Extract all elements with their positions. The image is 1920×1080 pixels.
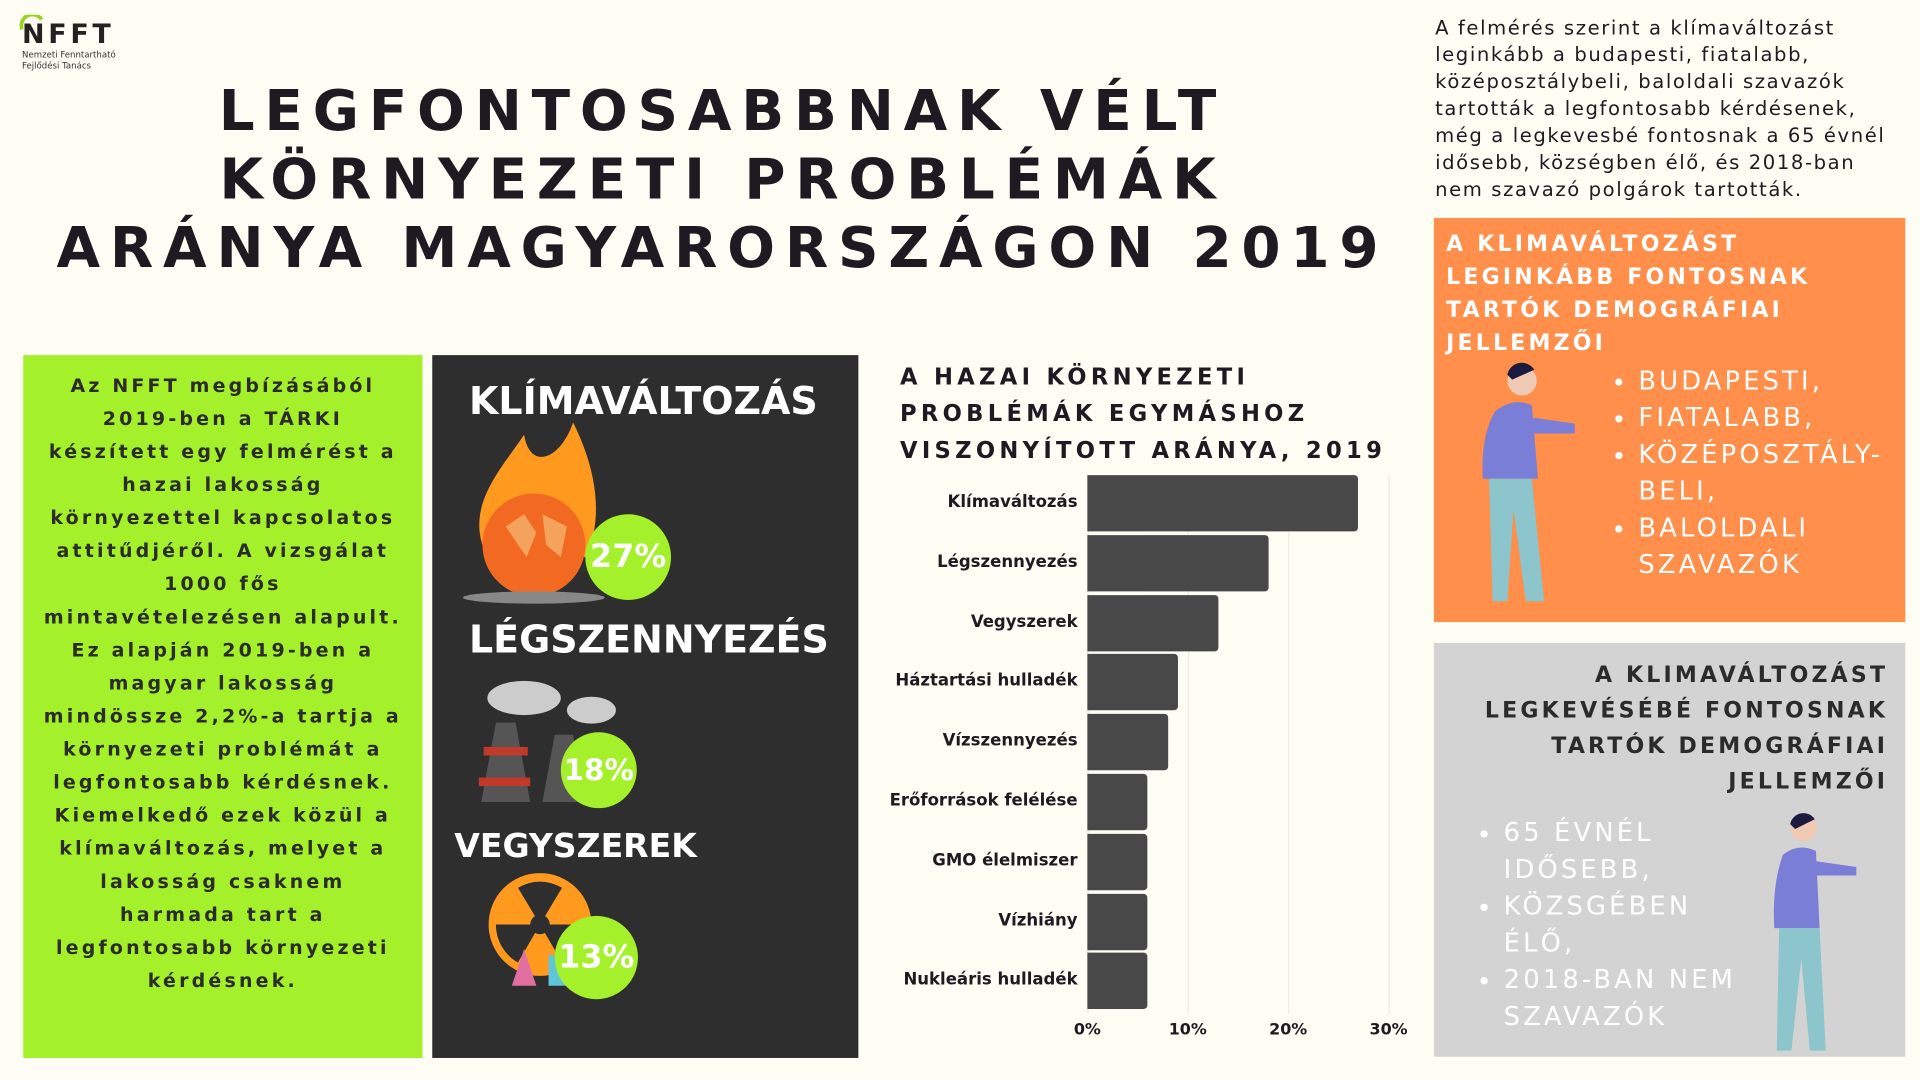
bar [1087,534,1269,592]
person-illustration [1482,362,1575,602]
gridline [1187,475,1189,1014]
highlight-label-climate: KLÍMAVÁLTOZÁS [468,379,818,424]
highlight-pct-climate: 27% [585,514,672,601]
x-tick-label: 30% [1369,1021,1408,1040]
survey-summary-text: Az NFFT megbízásából 2019-ben a TÁRKI ké… [43,374,402,992]
highlight-label-air: LÉGSZENNYEZÉS [468,618,829,663]
category-label: Erőforrások felélése [889,791,1078,811]
bar [1087,475,1359,532]
list-item: BUDAPESTI, [1638,362,1905,399]
most-concerned-list: BUDAPESTI, FIATALABB, KÖZÉPOSZTÁLY-BELI,… [1611,362,1905,582]
list-item: KÖZSGÉBEN ÉLŐ, [1504,888,1749,961]
list-item: 65 ÉVNÉL IDŐSEBB, [1504,814,1749,887]
category-label: Vegyszerek [970,611,1078,632]
highlight-label-chemicals: VEGYSZEREK [454,827,697,866]
gridline [1288,475,1290,1014]
least-concerned-panel: A KLIMAVÁLTOZÁST LEGKEVÉSÉBÉ FONTOSNAK T… [1433,642,1906,1057]
logo-mark: NFFT [22,19,115,51]
list-item: 2018-BAN NEM SZAVAZÓK [1504,961,1749,1034]
bar [1087,654,1178,711]
x-tick-label: 20% [1269,1021,1308,1040]
person-illustration [1773,813,1857,1051]
burning-globe-icon [462,422,605,604]
least-concerned-heading: A KLIMAVÁLTOZÁST LEGKEVÉSÉBÉ FONTOSNAK T… [1484,662,1889,795]
highlights-panel: KLÍMAVÁLTOZÁS 27% LÉGSZENNYEZÉS 18% VEGY… [432,355,859,1058]
logo-line2: Fejlődési Tanács [22,61,92,72]
highlight-pct-air: 18% [560,732,637,809]
category-label: GMO élelmiszer [932,850,1078,871]
logo-arc-icon [19,14,44,31]
category-label: Nukleáris hulladék [903,970,1078,990]
category-label: Vízszennyezés [942,731,1078,751]
category-label: Klímaváltozás [947,492,1078,512]
least-concerned-list: 65 ÉVNÉL IDŐSEBB, KÖZSGÉBEN ÉLŐ, 2018-BA… [1477,814,1749,1034]
logo-line1: Nemzeti Fenntartható [22,50,116,61]
nfft-logo: NFFT Nemzeti Fenntartható Fejlődési Taná… [19,14,116,73]
chart-title: A HAZAI KÖRNYEZETI PROBLÉMÁK EGYMÁSHOZ V… [900,364,1387,465]
bar [1087,833,1148,890]
most-concerned-panel: A KLIMAVÁLTOZÁST LEGINKÁBB FONTOSNAK TAR… [1433,217,1906,623]
bar [1087,953,1148,1010]
category-label: Vízhiány [998,910,1078,931]
category-label: Háztartási hulladék [895,671,1078,692]
bar [1087,714,1168,771]
intro-text: A felmérés szerint a klímaváltozást legi… [1435,15,1886,201]
highlight-pct-chemicals: 13% [554,915,638,1000]
survey-summary-panel: Az NFFT megbízásából 2019-ben a TÁRKI ké… [23,355,423,1058]
page-title: LEGFONTOSABBNAK VÉLT KÖRNYEZETI PROBLÉMÁ… [56,77,1389,281]
bar [1087,594,1218,651]
category-label: Légszennyezés [937,552,1078,572]
list-item: FIATALABB, [1638,399,1905,436]
most-concerned-heading: A KLIMAVÁLTOZÁST LEGINKÁBB FONTOSNAK TAR… [1446,231,1811,357]
gridline [1388,475,1390,1014]
x-tick-label: 0% [1073,1021,1101,1040]
list-item: BALOLDALI SZAVAZÓK [1638,509,1905,582]
list-item: KÖZÉPOSZTÁLY-BELI, [1638,436,1905,509]
bar-chart: 0% 10% 20% 30% Klímaváltozás Légszennyezés Veg… [857,465,1433,1053]
bar [1087,893,1148,950]
bar [1087,773,1148,831]
x-tick-label: 10% [1168,1021,1207,1040]
